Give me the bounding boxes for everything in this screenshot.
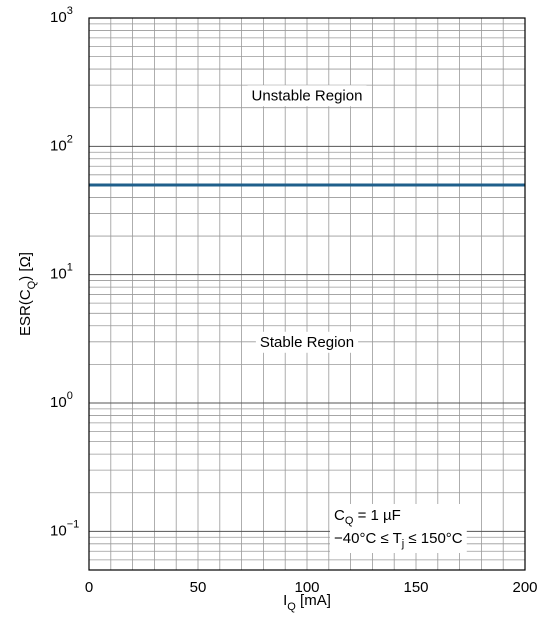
conditions-temperature: −40°C ≤ Tj ≤ 150°C xyxy=(334,530,463,550)
y-tick-label: 103 xyxy=(50,5,73,26)
x-tick-labels: 0 50 100 150 200 xyxy=(85,579,538,596)
conditions-bg xyxy=(330,504,467,553)
stable-label-bg xyxy=(255,331,359,353)
x-tick-label: 200 xyxy=(512,579,537,596)
x-tick-label: 50 xyxy=(190,579,207,596)
y-tick-label: 102 xyxy=(50,133,73,154)
y-tick-label: 101 xyxy=(50,262,73,283)
x-tick-label: 0 xyxy=(85,579,93,596)
y-tick-label: 10−1 xyxy=(50,518,79,539)
unstable-label-bg xyxy=(247,85,367,107)
x-axis-label: IQ [mA] xyxy=(283,592,331,613)
major-grid xyxy=(89,145,525,532)
x-tick-label: 100 xyxy=(294,579,319,596)
y-tick-labels: 10−1 100 101 102 103 xyxy=(50,5,79,539)
conditions-capacitance: CQ = 1 µF xyxy=(334,507,401,527)
x-tick-label: 150 xyxy=(403,579,428,596)
unstable-region-label: Unstable Region xyxy=(252,87,363,104)
y-tick-label: 100 xyxy=(50,390,73,411)
y-axis-label: ESR(CQ) [Ω] xyxy=(17,252,38,336)
plot-frame xyxy=(88,17,526,571)
stable-region-label: Stable Region xyxy=(260,334,354,351)
